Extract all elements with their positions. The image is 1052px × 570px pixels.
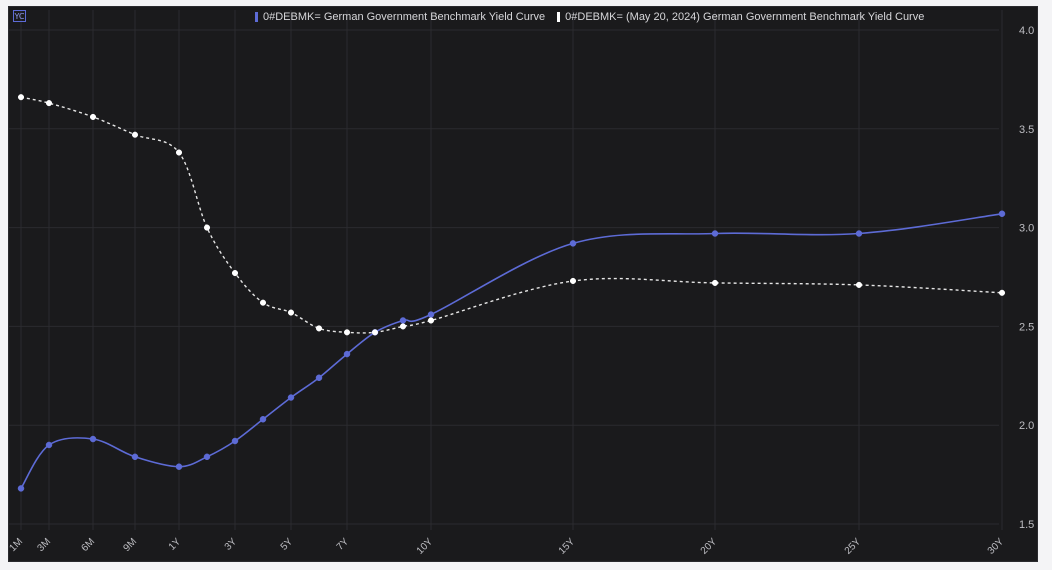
chart-legend: 0#DEBMK= German Government Benchmark Yie…: [255, 11, 924, 23]
y-tick-label: 4.0: [1019, 25, 1034, 37]
data-point-current[interactable]: [569, 240, 577, 247]
y-tick-label: 1.5: [1019, 519, 1034, 531]
data-point-previous[interactable]: [855, 281, 863, 288]
legend-label-current: 0#DEBMK= German Government Benchmark Yie…: [263, 11, 546, 23]
series-line-previous: [20, 96, 1003, 334]
x-tick-label: 10Y: [415, 536, 436, 557]
x-tick-label: 9M: [122, 536, 140, 554]
series-line-current: [20, 213, 1003, 489]
x-tick-label: 1M: [9, 536, 25, 554]
legend-label-previous: 0#DEBMK= (May 20, 2024) German Governmen…: [565, 11, 925, 23]
data-point-previous[interactable]: [203, 224, 211, 231]
data-point-previous[interactable]: [427, 317, 435, 324]
data-point-current[interactable]: [343, 350, 351, 358]
data-point-previous[interactable]: [89, 113, 97, 120]
data-point-current[interactable]: [855, 230, 863, 237]
x-tick-label: 20Y: [699, 536, 720, 557]
data-point-previous[interactable]: [998, 289, 1006, 296]
data-point-current[interactable]: [17, 485, 25, 492]
data-point-current[interactable]: [45, 441, 53, 449]
x-tick-label: 15Y: [557, 536, 578, 557]
data-point-previous[interactable]: [287, 309, 295, 316]
data-point-current[interactable]: [711, 230, 719, 237]
y-axis: 1.5 2.0 2.5 3.0 3.5 4.0: [1019, 25, 1034, 531]
data-point-current[interactable]: [287, 394, 295, 401]
data-point-previous[interactable]: [259, 299, 267, 306]
yield-curve-icon[interactable]: YC: [13, 10, 26, 22]
data-point-previous[interactable]: [343, 329, 351, 336]
data-point-previous[interactable]: [711, 279, 719, 286]
chart-panel: 1.5 2.0 2.5 3.0 3.5 4.0 1M 3M 6M 9M 1Y 3Y 5Y 7Y 10Y 15…: [8, 6, 1038, 562]
x-tick-label: 25Y: [843, 536, 864, 557]
data-point-current[interactable]: [131, 453, 139, 461]
x-tick-label: 1Y: [167, 536, 184, 553]
data-point-previous[interactable]: [175, 149, 183, 156]
data-point-previous[interactable]: [315, 325, 323, 332]
grid-lines: [9, 10, 1003, 530]
data-point-current[interactable]: [89, 435, 97, 443]
x-tick-label: 3M: [36, 536, 54, 554]
data-points: [17, 94, 1006, 492]
data-point-previous[interactable]: [371, 329, 379, 336]
data-point-current[interactable]: [175, 463, 183, 470]
data-point-current[interactable]: [998, 210, 1006, 218]
data-point-current[interactable]: [231, 437, 239, 445]
yield-curve-chart: 1.5 2.0 2.5 3.0 3.5 4.0 1M 3M 6M 9M 1Y 3Y 5Y 7Y 10Y 15…: [9, 10, 1034, 557]
data-point-current[interactable]: [259, 416, 267, 423]
x-axis: 1M 3M 6M 9M 1Y 3Y 5Y 7Y 10Y 15Y 20Y 25Y 30Y: [9, 536, 1006, 557]
data-point-current[interactable]: [203, 453, 211, 461]
data-point-previous[interactable]: [231, 269, 239, 277]
y-tick-label: 3.0: [1019, 223, 1034, 235]
data-point-previous[interactable]: [17, 94, 25, 101]
legend-entry-current[interactable]: 0#DEBMK= German Government Benchmark Yie…: [255, 11, 545, 23]
data-point-previous[interactable]: [45, 100, 53, 107]
x-tick-label: 5Y: [279, 536, 296, 553]
legend-entry-previous[interactable]: 0#DEBMK= (May 20, 2024) German Governmen…: [557, 11, 924, 23]
x-tick-label: 6M: [80, 536, 98, 554]
x-tick-label: 7Y: [335, 536, 352, 553]
y-tick-label: 2.0: [1019, 420, 1034, 432]
series-lines: [20, 96, 1003, 489]
data-point-current[interactable]: [427, 311, 435, 318]
data-point-current[interactable]: [315, 374, 323, 382]
legend-swatch-previous: [557, 12, 561, 22]
data-point-previous[interactable]: [399, 323, 407, 330]
x-tick-label: 3Y: [223, 536, 240, 553]
data-point-previous[interactable]: [569, 277, 577, 285]
y-tick-label: 2.5: [1019, 321, 1034, 333]
y-tick-label: 3.5: [1019, 124, 1034, 136]
data-point-current[interactable]: [399, 317, 407, 324]
legend-swatch-current: [255, 12, 258, 22]
data-point-previous[interactable]: [131, 131, 139, 138]
x-tick-label: 30Y: [986, 536, 1007, 557]
